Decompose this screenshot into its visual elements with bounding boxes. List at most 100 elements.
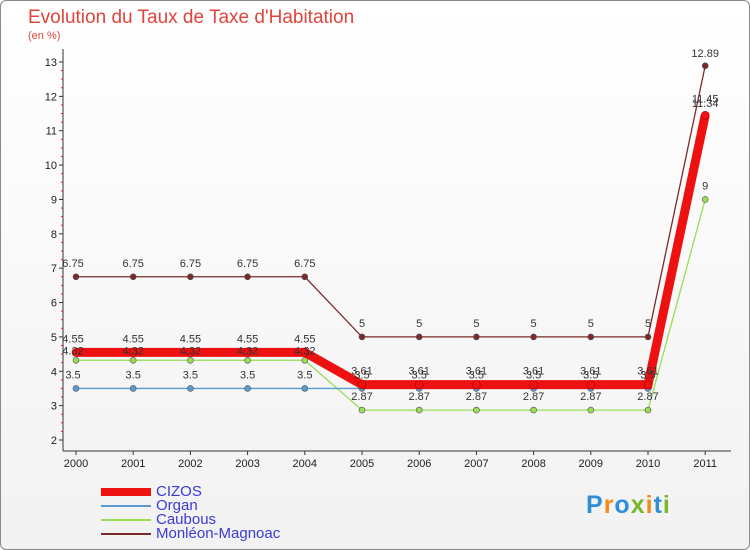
data-label: 4.32: [180, 345, 201, 357]
data-point: [72, 385, 80, 392]
x-tick-label: 2007: [464, 458, 488, 470]
chart-subtitle: (en %): [28, 30, 61, 42]
data-point: [530, 333, 537, 341]
data-point: [643, 380, 653, 389]
x-tick-label: 2010: [636, 458, 660, 470]
data-label: 3.5: [354, 369, 369, 381]
legend-item: Organ: [101, 497, 361, 514]
legend-label: Organ: [156, 497, 198, 514]
data-point: [472, 380, 481, 389]
data-label: 5: [588, 318, 594, 330]
data-labels: 4.55 4.55 4.55 4.55 4.55 3.61 3.61 3.61 3.61 3.61…: [62, 48, 719, 403]
data-label: 3.5: [183, 369, 198, 381]
x-tick-label: 2002: [178, 458, 202, 470]
data-label: 6.75: [180, 258, 201, 270]
data-label: 3.5: [297, 369, 312, 381]
y-tick-label: 11: [46, 126, 57, 138]
legend-label: Monléon-Magnoac: [156, 525, 281, 542]
data-label: 2.87: [523, 391, 544, 403]
x-tick-label: 2008: [521, 458, 545, 470]
data-point: [473, 406, 480, 414]
data-label: 3.5: [583, 369, 598, 381]
data-label: 4.32: [62, 345, 83, 357]
data-point: [529, 380, 538, 389]
data-label: 3.5: [65, 369, 80, 381]
data-point: [244, 385, 251, 392]
data-point: [644, 406, 652, 414]
legend-item: CIZOS: [101, 483, 361, 500]
data-point: [415, 406, 423, 414]
y-tick-label: 4: [51, 366, 57, 378]
data-label: 4.55: [62, 333, 83, 345]
legend-label: CIZOS: [156, 483, 202, 500]
data-label: 5: [416, 318, 422, 330]
series-layer: [71, 62, 710, 414]
y-tick-label: 6: [51, 298, 57, 310]
data-point: [244, 273, 251, 281]
x-tick-label: 2001: [121, 458, 145, 470]
y-tick-label: 9: [51, 194, 57, 206]
data-point: [301, 385, 309, 392]
data-label: 2.87: [466, 391, 487, 403]
data-point: [701, 196, 709, 203]
data-label: 3.61: [637, 366, 658, 378]
data-label: 11.34: [692, 98, 719, 110]
data-point: [72, 356, 80, 364]
data-point: [701, 62, 709, 70]
data-label: 6.75: [237, 258, 258, 270]
x-tick-label: 2004: [293, 458, 317, 470]
x-tick-label: 2009: [579, 458, 603, 470]
x-tick-label: 2003: [235, 458, 259, 470]
data-point: [357, 380, 367, 389]
data-point: [358, 333, 366, 341]
data-point: [244, 356, 251, 364]
data-label: 3.61: [466, 366, 487, 378]
data-point: [129, 356, 137, 364]
logo-letter: x: [630, 491, 646, 519]
logo-letter: o: [614, 491, 631, 519]
data-point: [187, 385, 194, 392]
data-label: 9: [702, 180, 708, 192]
data-label: 4.55: [237, 333, 258, 345]
data-label: 5: [473, 318, 479, 330]
logo-letter: r: [603, 491, 615, 519]
data-point: [301, 273, 309, 281]
data-label: 4.32: [237, 345, 258, 357]
legend-swatch: [101, 505, 151, 507]
data-label: 4.55: [180, 333, 201, 345]
legend-swatch: [101, 533, 151, 535]
data-label: 11.45: [692, 93, 719, 105]
proxiti-logo: Proxiti: [586, 491, 671, 520]
x-tick-label: 2011: [693, 458, 717, 470]
data-point: [187, 273, 194, 281]
data-point: [415, 333, 423, 341]
data-label: 5: [531, 318, 537, 330]
data-label: 3.5: [126, 369, 141, 381]
y-tick-label: 2: [51, 435, 57, 447]
data-point: [128, 348, 138, 357]
data-point: [473, 333, 480, 341]
x-tick-label: 2006: [407, 458, 431, 470]
legend-swatch: [101, 488, 151, 496]
data-label: 2.87: [408, 391, 429, 403]
y-tick-label: 8: [51, 229, 57, 241]
series-line-caubous: [76, 199, 706, 411]
y-tick-label: 10: [45, 160, 57, 172]
logo-letter: t: [653, 491, 663, 519]
data-label: 3.5: [240, 369, 255, 381]
data-label: 2.87: [637, 391, 658, 403]
data-point: [358, 406, 366, 414]
data-point: [587, 406, 595, 414]
data-label: 3.61: [580, 366, 601, 378]
data-label: 3.5: [469, 369, 484, 381]
data-point: [129, 385, 137, 392]
data-point: [71, 348, 81, 357]
chart-title: Evolution du Taux de Taxe d'Habitation: [28, 7, 355, 28]
data-point: [300, 348, 310, 357]
data-point: [586, 380, 596, 389]
logo-letter: i: [662, 491, 671, 519]
data-label: 3.5: [640, 369, 655, 381]
y-tick-label: 5: [51, 332, 57, 344]
